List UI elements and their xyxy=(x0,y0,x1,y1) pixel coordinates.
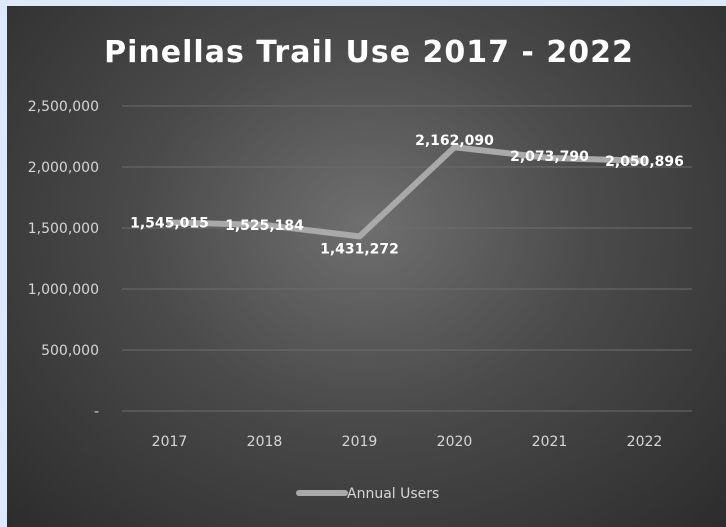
data-point xyxy=(358,234,361,238)
x-tick-label: 2019 xyxy=(342,434,378,450)
y-tick-label: 1,500,000 xyxy=(28,221,99,237)
data-point xyxy=(453,145,456,149)
chart-frame: Pinellas Trail Use 2017 - 2022 - 500,000 1… xyxy=(7,6,726,527)
data-label: 2,073,790 xyxy=(510,149,589,165)
grid-layer xyxy=(122,105,692,412)
data-label: 1,545,015 xyxy=(130,216,209,232)
data-point xyxy=(168,221,171,225)
legend-label: Annual Users xyxy=(347,486,439,502)
x-tick-label: 2021 xyxy=(532,434,568,450)
data-point xyxy=(643,159,646,163)
legend: Annual Users xyxy=(296,486,439,502)
data-label: 2,050,896 xyxy=(605,154,684,170)
x-tick-label: 2020 xyxy=(437,434,473,450)
data-label: 1,431,272 xyxy=(320,241,399,257)
series-layer xyxy=(166,144,648,240)
x-axis-ticks: 2017 2018 2019 2020 2021 2022 xyxy=(152,434,663,450)
x-tick-label: 2018 xyxy=(247,434,283,450)
y-tick-label: 500,000 xyxy=(41,343,99,359)
data-point xyxy=(548,156,551,160)
line-chart: Pinellas Trail Use 2017 - 2022 - 500,000 1… xyxy=(28,35,692,502)
y-tick-label: 1,000,000 xyxy=(28,282,99,298)
y-tick-label: - xyxy=(94,404,99,420)
y-tick-label: 2,500,000 xyxy=(28,99,99,115)
y-axis-ticks: - 500,000 1,000,000 1,500,000 2,000,000 2,500… xyxy=(28,99,99,420)
x-tick-label: 2017 xyxy=(152,434,188,450)
data-point xyxy=(263,223,266,227)
data-label: 1,525,184 xyxy=(225,218,304,234)
data-labels: 1,545,015 1,525,184 1,431,272 2,162,090 2,07… xyxy=(130,133,684,257)
chart-title: Pinellas Trail Use 2017 - 2022 xyxy=(104,35,634,70)
data-label: 2,162,090 xyxy=(415,133,494,149)
series-line xyxy=(166,144,648,240)
x-tick-label: 2022 xyxy=(627,434,663,450)
y-tick-label: 2,000,000 xyxy=(28,160,99,176)
